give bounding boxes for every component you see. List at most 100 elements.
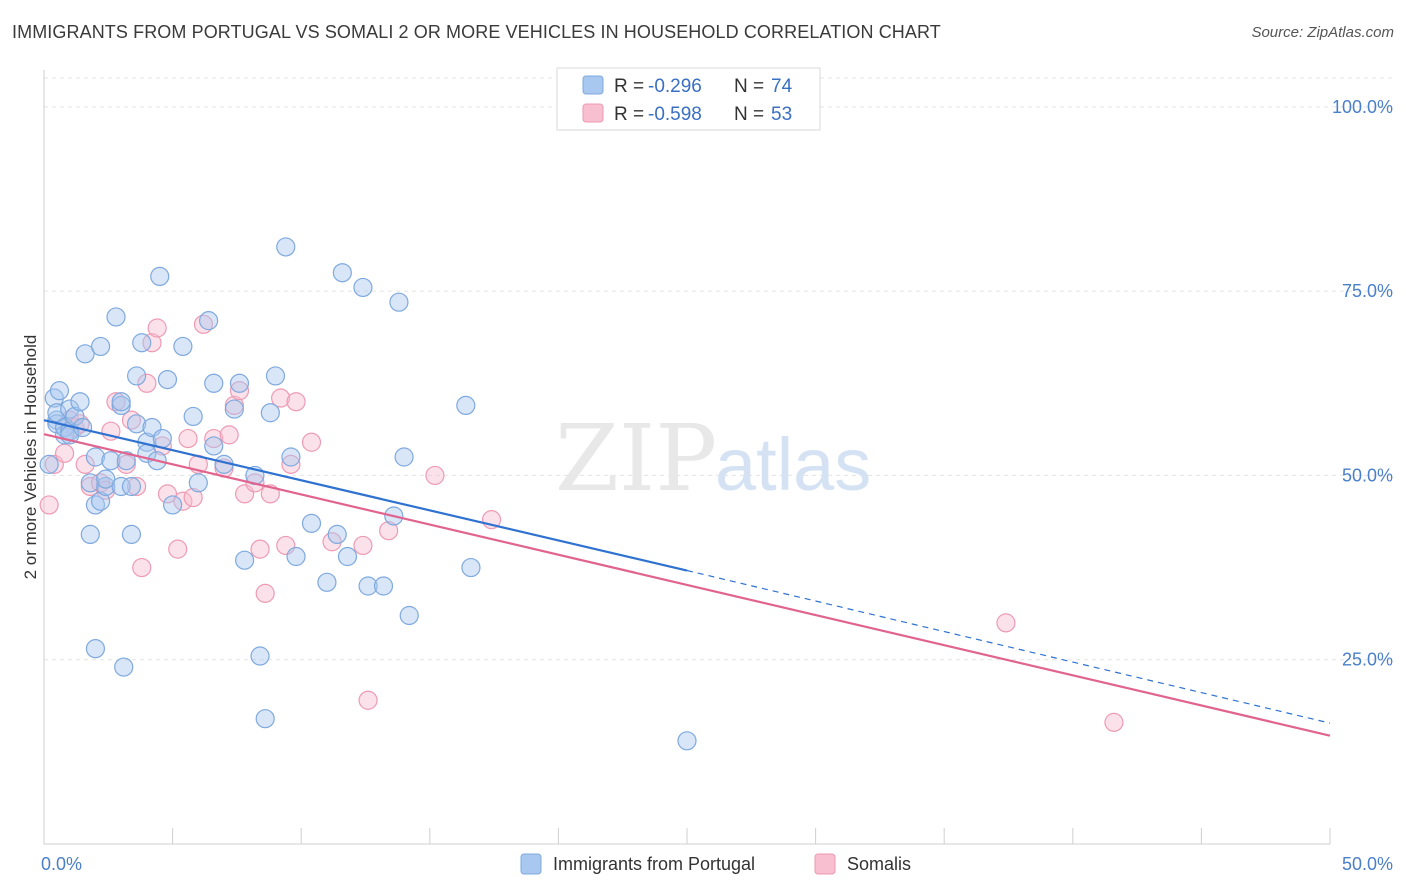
watermark: ZIP atlas [555, 405, 871, 512]
legend-n-value-1: 74 [771, 76, 793, 97]
blue-point-67 [353, 277, 373, 298]
pink-point-20 [157, 484, 178, 504]
blue-point-51 [224, 399, 244, 419]
legend-r-value-2: -0.598 [648, 104, 702, 125]
blue-point-44 [173, 336, 193, 357]
blue-point-58 [265, 366, 286, 386]
legend-swatch-blue [582, 75, 604, 95]
blue-point-72 [394, 447, 414, 467]
portugal-trend-line [43, 419, 688, 572]
trend-lines [43, 419, 1331, 737]
pink-point-29 [219, 425, 239, 445]
blue-point-60 [281, 447, 301, 467]
legend-swatch-somalis [814, 853, 836, 875]
blue-point-21 [90, 336, 111, 357]
pink-point-35 [255, 583, 275, 603]
watermark-zip: ZIP [555, 405, 717, 512]
legend-r-label-1: R = [614, 76, 644, 97]
blue-point-30 [116, 451, 136, 471]
blue-point-71 [389, 292, 409, 312]
blue-point-52 [229, 373, 250, 393]
blue-point-53 [235, 550, 255, 570]
blue-point-11 [65, 406, 85, 427]
blue-point-62 [301, 513, 322, 533]
blue-point-48 [204, 373, 224, 393]
y-tick-label-25: 25.0% [1342, 650, 1393, 670]
legend-r-label-2: R = [614, 104, 644, 125]
watermark-atlas: atlas [715, 423, 871, 506]
y-tick-label-50: 50.0% [1342, 465, 1393, 485]
blue-point-34 [126, 366, 147, 386]
pink-point-41 [301, 432, 322, 452]
blue-point-14 [75, 344, 95, 364]
blue-point-66 [337, 546, 358, 567]
blue-point-57 [260, 403, 280, 423]
blue-point-15 [80, 524, 100, 545]
blue-point-22 [96, 476, 116, 497]
pink-point-49 [1104, 712, 1124, 732]
blue-point-45 [183, 406, 203, 427]
blue-point-20 [90, 491, 111, 511]
legend-r-value-1: -0.296 [648, 76, 702, 97]
blue-point-29 [114, 657, 134, 677]
legend-swatch-portugal [520, 853, 542, 875]
pink-point-26 [193, 314, 214, 334]
pink-point-44 [358, 690, 378, 710]
pink-point-15 [132, 557, 152, 578]
chart-source: Source: ZipAtlas.com [1251, 24, 1394, 41]
blue-point-32 [121, 524, 142, 545]
blue-point-73 [399, 605, 419, 626]
pink-point-43 [353, 535, 373, 556]
y-tick-label-100: 100.0% [1332, 97, 1393, 117]
pink-point-14 [126, 476, 147, 497]
blue-point-27 [111, 392, 131, 412]
gridlines [44, 77, 1392, 661]
y-tick-label-75: 75.0% [1342, 281, 1393, 301]
pink-point-39 [281, 454, 301, 474]
blue-point-24 [101, 451, 121, 471]
tick-labels: 25.0% 50.0% 75.0% 100.0% 0.0% 50.0% [41, 97, 1393, 874]
legend-swatch-pink [582, 103, 604, 123]
blue-point-25 [106, 307, 126, 327]
legend-n-value-2: 53 [771, 104, 792, 125]
blue-point-31 [121, 476, 142, 497]
blue-point-28 [111, 476, 131, 497]
pink-point-23 [178, 428, 198, 449]
legend-label-portugal: Immigrants from Portugal [553, 854, 755, 874]
pink-point-0 [39, 495, 59, 515]
pink-point-6 [75, 454, 95, 474]
pink-point-46 [425, 465, 445, 486]
legend-n-label-2: N = [734, 104, 764, 125]
pink-point-24 [183, 487, 203, 508]
blue-point-43 [163, 495, 183, 515]
blue-point-56 [255, 709, 275, 729]
blue-point-18 [85, 639, 106, 659]
blue-point-65 [332, 263, 352, 283]
legend-n-label-1: N = [734, 76, 764, 97]
blue-point-42 [157, 370, 178, 390]
somalis-trend-line [43, 433, 1331, 737]
pink-point-34 [250, 539, 270, 559]
blue-point-64 [327, 524, 347, 545]
blue-point-12 [70, 392, 90, 412]
series-legend: Immigrants from Portugal Somalis [520, 853, 911, 875]
stats-legend: R = -0.296 N = 74 R = -0.598 N = 53 [556, 67, 821, 131]
blue-point-74 [456, 395, 476, 415]
blue-point-17 [85, 495, 106, 515]
pink-point-37 [271, 388, 291, 408]
blue-point-59 [276, 237, 296, 257]
blue-point-33 [126, 414, 147, 434]
blue-point-69 [373, 576, 394, 596]
pink-point-21 [168, 539, 188, 559]
blue-point-19 [85, 447, 106, 467]
pink-point-18 [147, 318, 167, 338]
blue-point-5 [49, 381, 70, 401]
blue-point-75 [461, 557, 481, 578]
blue-point-68 [358, 576, 378, 596]
blue-point-55 [250, 646, 270, 666]
y-axis-title: 2 or more Vehicles in Household [21, 335, 40, 580]
pink-point-13 [121, 410, 142, 430]
blue-point-47 [199, 311, 219, 331]
legend-label-somalis: Somalis [847, 854, 911, 874]
x-tick-label-50: 50.0% [1342, 854, 1393, 874]
